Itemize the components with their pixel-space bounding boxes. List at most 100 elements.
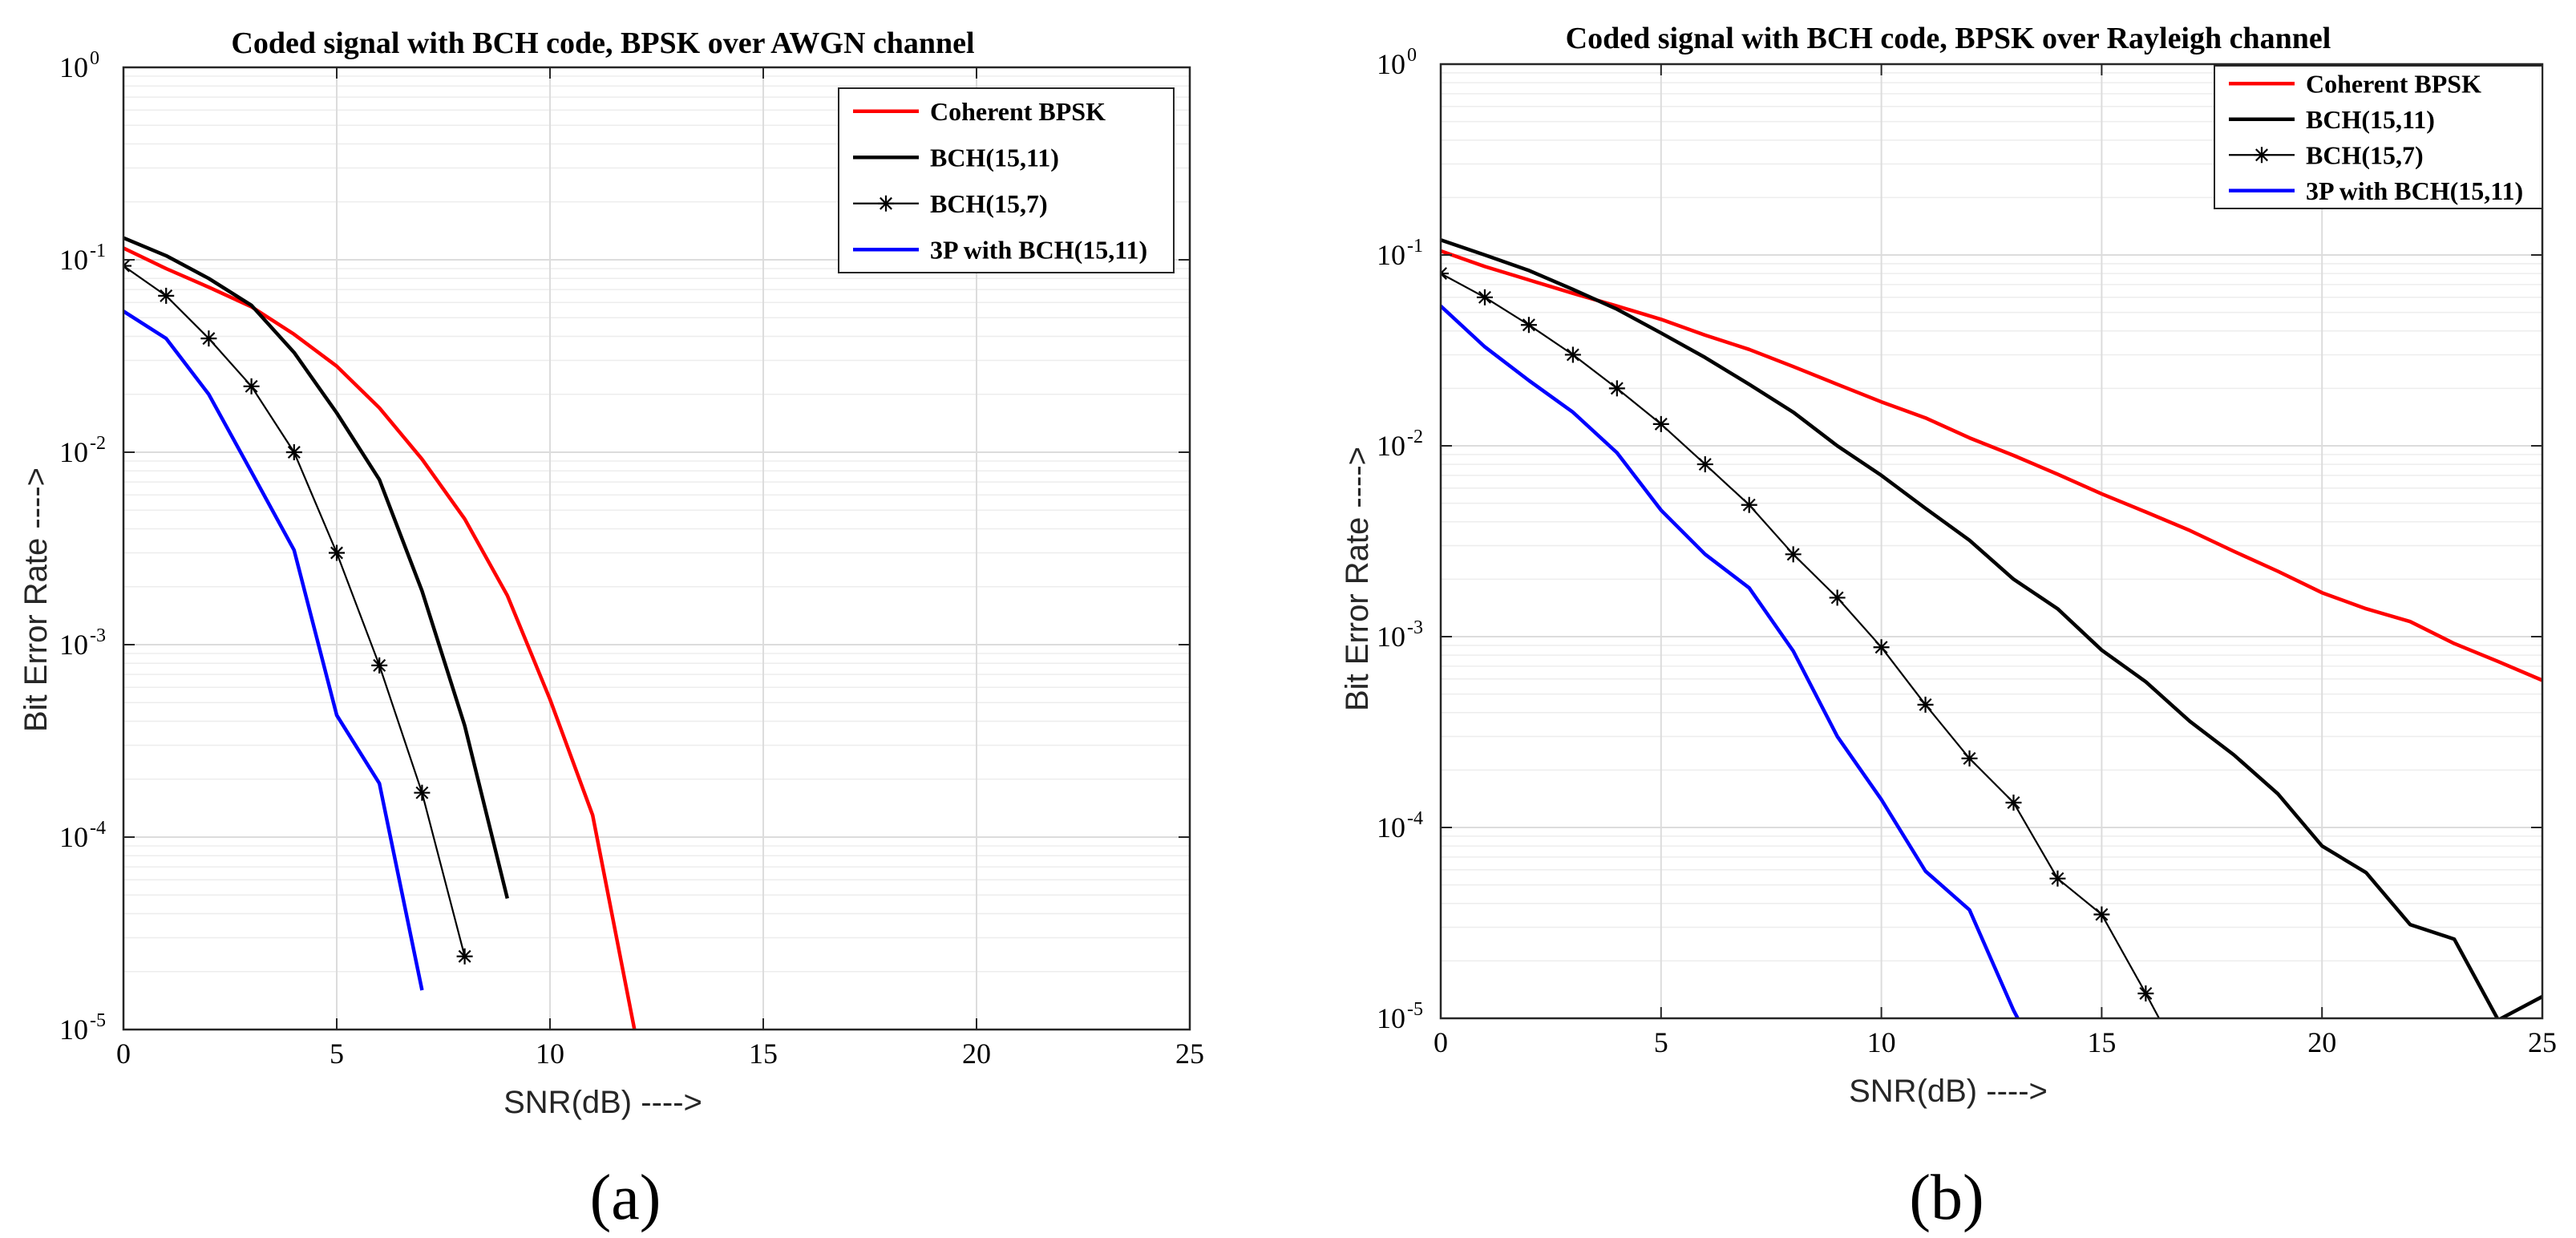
chart-b-y-tick-base: 10	[1377, 811, 1405, 844]
chart-a-y-tick-label: 10 -3	[59, 625, 106, 661]
chart-b-y-tick-base: 10	[1377, 621, 1405, 653]
chart-b-x-tick-label: 15	[2087, 1026, 2116, 1058]
panel-label-b: (b)	[1909, 1163, 1984, 1233]
chart-b-legend-item-bch-15-11: BCH(15,11)	[2229, 105, 2435, 134]
chart-b-legend-label: Coherent BPSK	[2306, 69, 2481, 98]
chart-b-series-bch-15-7-marker	[2093, 906, 2110, 923]
chart-b-y-tick-exponent: -4	[1407, 808, 1423, 829]
chart-b-series-bch-15-7-marker	[1741, 496, 1757, 513]
chart-a-legend-item-bch-15-11: BCH(15,11)	[853, 143, 1059, 172]
chart-a-y-tick-exponent: -2	[90, 433, 106, 454]
chart-b-y-tick-exponent: -1	[1407, 236, 1423, 257]
chart-a-legend-item-bch-15-7: BCH(15,7)	[853, 189, 1048, 218]
chart-b-series-bch-15-7-marker	[2049, 870, 2066, 887]
chart-b-series-bch-15-7-line	[1441, 273, 2161, 1018]
chart-a-y-tick-label: 10 -1	[59, 241, 106, 276]
chart-a-series-bch-15-7-marker	[456, 948, 473, 965]
chart-b-y-tick-exponent: 0	[1407, 45, 1417, 66]
chart-a-legend-label: BCH(15,11)	[930, 143, 1059, 172]
chart-b-y-tick-exponent: -3	[1407, 617, 1423, 638]
chart-a-x-axis-label: SNR(dB) ---->	[503, 1085, 702, 1120]
chart-a-x-tick-label: 10	[536, 1038, 564, 1070]
chart-b-series-bch-15-11-line	[1441, 238, 2542, 1018]
chart-b-x-tick-label: 20	[2307, 1026, 2336, 1058]
chart-b-series-bch-15-7-marker	[1961, 750, 1978, 767]
chart-panel-b: Coded signal with BCH code, BPSK over Ra…	[1340, 22, 2557, 1233]
chart-b-x-tick-label: 0	[1434, 1026, 1448, 1058]
chart-b-axes-box	[1439, 63, 2544, 1020]
chart-a-series-bch-15-7-marker	[371, 657, 388, 674]
chart-b-series-bch-15-7-marker	[1608, 380, 1625, 397]
chart-a-axes-box	[122, 66, 1191, 1031]
panel-label-a: (a)	[590, 1163, 661, 1233]
chart-b-legend-box	[2214, 65, 2543, 209]
chart-b-title: Coded signal with BCH code, BPSK over Ra…	[1566, 22, 2331, 55]
chart-b-y-tick-label: 10 -3	[1377, 617, 1423, 653]
chart-b-y-tick-exponent: -2	[1407, 427, 1423, 447]
chart-b-legend-label: 3P with BCH(15,11)	[2306, 176, 2523, 205]
chart-a-y-tick-label: 10 -4	[59, 818, 106, 853]
chart-b-y-axis-label: Bit Error Rate ---->	[1340, 447, 1375, 711]
chart-b-legend-label: BCH(15,7)	[2306, 140, 2424, 169]
chart-b-series-bch-15-7-marker	[1785, 546, 1802, 563]
chart-b-series-bch-15-7-marker	[1873, 639, 1890, 656]
chart-a-legend-item-3p-with-bch-15-11: 3P with BCH(15,11)	[853, 235, 1147, 264]
chart-a-series-bch-15-7-marker	[285, 444, 302, 460]
chart-b-series-bch-15-7-marker	[2005, 794, 2022, 811]
chart-b-legend-label: BCH(15,11)	[2306, 105, 2435, 134]
chart-panel-a: Coded signal with BCH code, BPSK over AW…	[18, 26, 1204, 1233]
chart-b-series-coherent-bpsk-line	[1441, 249, 2542, 682]
chart-b-x-tick-label: 25	[2528, 1026, 2557, 1058]
chart-b-y-tick-base: 10	[1377, 239, 1405, 271]
chart-a-series-3p-with-bch-15-11-line	[123, 310, 424, 991]
chart-a-x-tick-label: 25	[1175, 1038, 1204, 1070]
chart-a-y-tick-base: 10	[59, 436, 88, 468]
chart-b-legend-marker	[2254, 147, 2270, 164]
chart-b-y-tick-label: 10 -1	[1377, 236, 1423, 271]
chart-b-y-tick-label: 10 -4	[1377, 808, 1423, 844]
chart-b-y-tick-label: 10 -2	[1377, 427, 1423, 462]
chart-b-legend: Coherent BPSK BCH(15,11) BCH(15,7) 3P with …	[2214, 65, 2543, 209]
chart-a-title: Coded signal with BCH code, BPSK over AW…	[231, 26, 974, 60]
chart-a-y-tick-base: 10	[59, 1013, 88, 1046]
chart-b-legend-item-coherent-bpsk: Coherent BPSK	[2229, 69, 2481, 98]
chart-b-y-tick-base: 10	[1377, 1002, 1405, 1034]
chart-a-y-axis-label: Bit Error Rate ---->	[18, 467, 54, 732]
chart-a-x-tick-label: 5	[330, 1038, 344, 1070]
chart-a-y-tick-label: 10 -2	[59, 433, 106, 468]
chart-a-y-tick-base: 10	[59, 244, 88, 276]
chart-a-y-tick-exponent: -3	[90, 625, 106, 646]
chart-b-series-group	[1441, 238, 2542, 1018]
chart-b-series-bch-15-7-marker	[1520, 317, 1537, 334]
chart-a-series-bch-15-7-marker	[329, 544, 345, 561]
chart-b-y-tick-base: 10	[1377, 430, 1405, 462]
chart-a-series-bch-15-7-marker	[243, 378, 260, 394]
chart-a-legend: Coherent BPSK BCH(15,11) BCH(15,7) 3P with …	[838, 87, 1175, 273]
chart-a-series-coherent-bpsk-line	[123, 246, 637, 1030]
chart-b-series-bch-15-7-marker	[1696, 456, 1713, 473]
chart-b-y-tick-label: 10 -5	[1377, 999, 1423, 1034]
chart-a-legend-box	[838, 87, 1175, 273]
chart-a-legend-item-coherent-bpsk: Coherent BPSK	[853, 97, 1106, 126]
chart-b-plot-background	[1441, 64, 2542, 1018]
chart-a-series-bch-15-7-marker	[200, 330, 217, 347]
chart-b-series-bch-15-7-marker	[1441, 265, 1449, 282]
chart-b-y-tick-base: 10	[1377, 48, 1405, 80]
chart-a-x-tick-label: 0	[116, 1038, 131, 1070]
chart-a-x-tick-label: 15	[749, 1038, 778, 1070]
chart-b-series-3p-with-bch-15-11-line	[1441, 305, 2020, 1018]
chart-b-series-bch-15-7-marker	[1829, 589, 1846, 606]
chart-b-x-axis-label: SNR(dB) ---->	[1849, 1074, 2048, 1109]
chart-a-y-tick-base: 10	[59, 51, 88, 83]
chart-b-series-bch-15-7-marker	[1652, 415, 1669, 432]
chart-b-y-tick-label: 10 0	[1377, 45, 1417, 80]
chart-a-y-tick-exponent: -5	[90, 1010, 106, 1031]
chart-a-y-tick-label: 10 -5	[59, 1010, 106, 1046]
chart-b-series-bch-15-7-marker	[1476, 289, 1493, 305]
chart-a-series-bch-15-7-marker	[158, 287, 175, 304]
chart-a-series-group	[123, 236, 637, 1030]
chart-b-x-tick-label: 5	[1654, 1026, 1668, 1058]
chart-a-legend-label: Coherent BPSK	[930, 97, 1106, 126]
